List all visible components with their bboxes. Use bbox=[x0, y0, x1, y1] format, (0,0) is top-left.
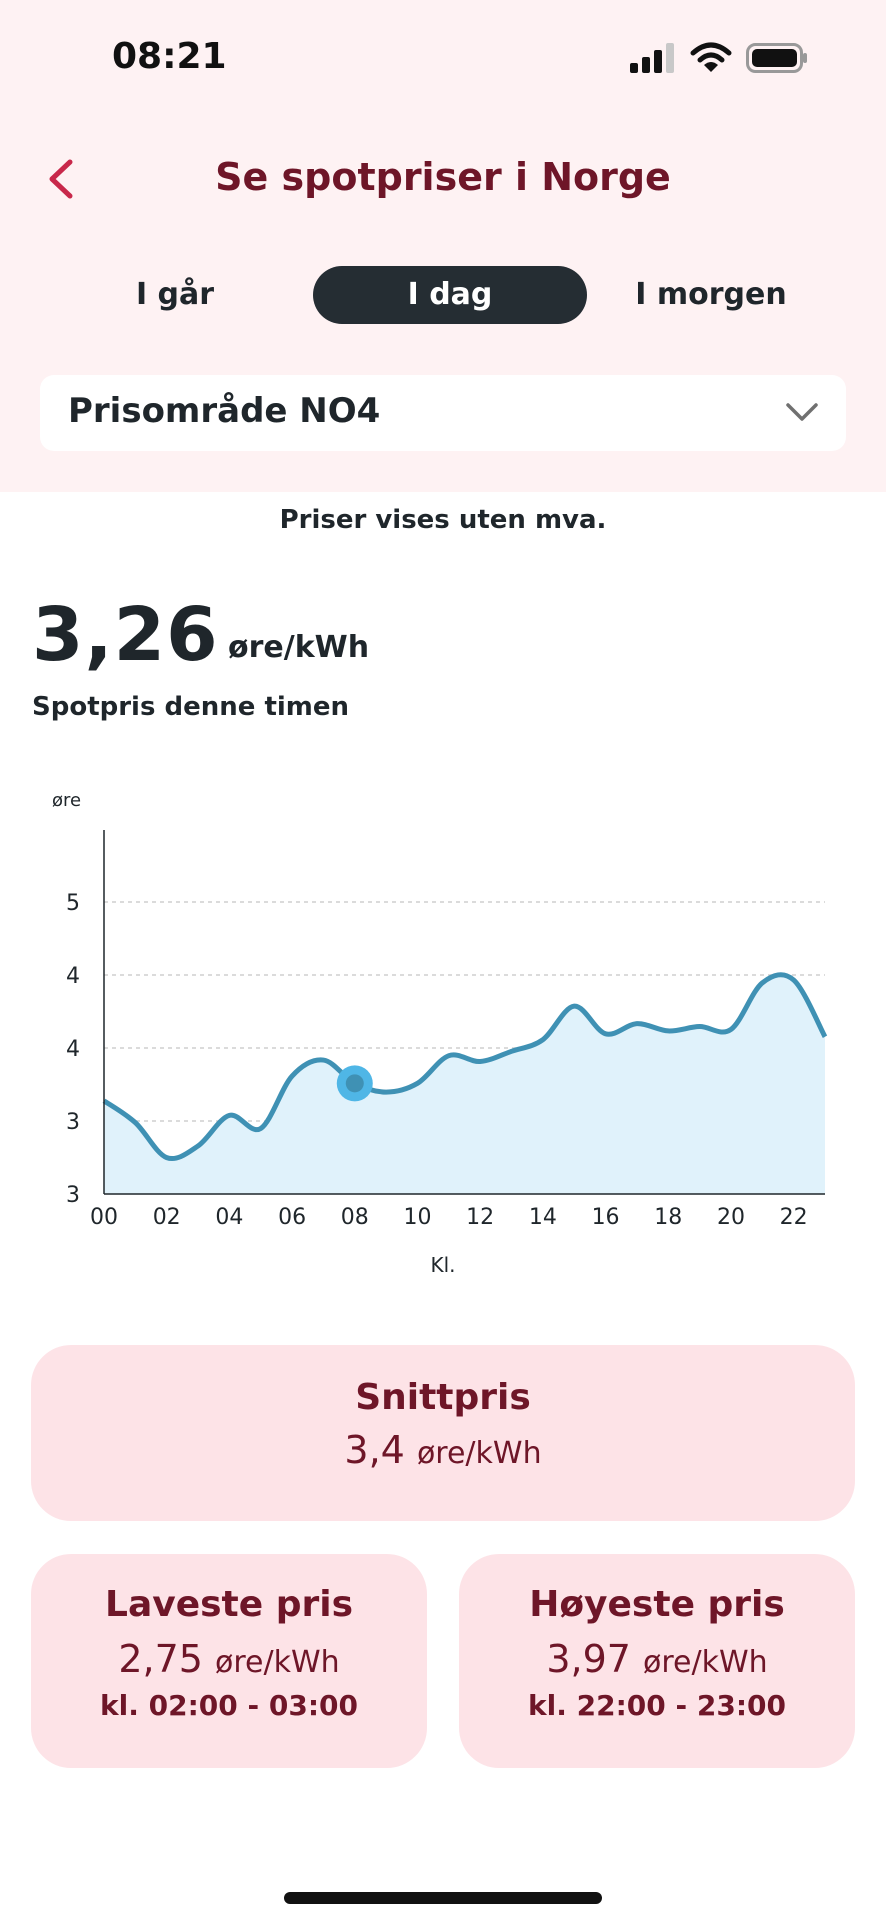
x-tick-label: 08 bbox=[341, 1205, 369, 1230]
lowest-value-row: 2,75 øre/kWh bbox=[31, 1637, 427, 1681]
x-tick-label: 10 bbox=[403, 1205, 431, 1230]
page-title: Se spotpriser i Norge bbox=[215, 155, 671, 199]
x-tick-label: 22 bbox=[780, 1205, 808, 1230]
x-tick-label: 12 bbox=[466, 1205, 494, 1230]
x-tick-label: 04 bbox=[215, 1205, 243, 1230]
highest-unit: øre/kWh bbox=[643, 1645, 768, 1680]
x-tick-label: 06 bbox=[278, 1205, 306, 1230]
lowest-value: 2,75 bbox=[118, 1637, 203, 1681]
lowest-title: Laveste pris bbox=[105, 1584, 353, 1625]
x-axis-label: Kl. bbox=[430, 1253, 455, 1277]
price-area-fill bbox=[104, 974, 825, 1194]
x-tick-label: 14 bbox=[529, 1205, 557, 1230]
highest-value-row: 3,97 øre/kWh bbox=[459, 1637, 855, 1681]
current-hour-marker bbox=[345, 1074, 364, 1093]
average-value-row: 3,4 øre/kWh bbox=[31, 1428, 855, 1472]
average-title: Snittpris bbox=[355, 1377, 531, 1418]
y-tick-label: 4 bbox=[66, 1037, 80, 1062]
vat-note: Priser vises uten mva. bbox=[279, 505, 607, 535]
tab-tomorrow[interactable]: I morgen bbox=[635, 277, 787, 312]
y-tick-label: 5 bbox=[66, 891, 80, 916]
x-tick-label: 20 bbox=[717, 1205, 745, 1230]
x-tick-label: 18 bbox=[654, 1205, 682, 1230]
day-tabs: I går I dag I morgen bbox=[0, 266, 886, 326]
price-area-select[interactable]: Prisområde NO4 bbox=[40, 375, 846, 451]
y-tick-label: 4 bbox=[66, 964, 80, 989]
current-price: 3,26 bbox=[32, 592, 219, 678]
status-icons bbox=[630, 42, 808, 74]
back-chevron-icon[interactable] bbox=[40, 154, 80, 204]
chevron-down-icon bbox=[786, 403, 818, 421]
current-price-caption: Spotpris denne timen bbox=[32, 692, 350, 722]
average-price-card: Snittpris 3,4 øre/kWh bbox=[31, 1345, 855, 1521]
current-price-unit: øre/kWh bbox=[228, 630, 370, 665]
price-area-value: Prisområde NO4 bbox=[68, 391, 381, 431]
y-axis-label: øre bbox=[52, 790, 81, 811]
y-tick-label: 3 bbox=[66, 1183, 80, 1208]
status-time: 08:21 bbox=[112, 36, 227, 77]
home-indicator[interactable] bbox=[284, 1892, 602, 1904]
cellular-signal-icon bbox=[630, 43, 674, 73]
spot-price-chart: øre Kl. 3 3 4 4 5 00 02 04 06 08 10 12 14 16 18 20 22 bbox=[52, 790, 828, 1277]
y-tick-label: 3 bbox=[66, 1110, 80, 1135]
average-value: 3,4 bbox=[344, 1428, 405, 1472]
highest-title: Høyeste pris bbox=[529, 1584, 785, 1625]
lowest-unit: øre/kWh bbox=[215, 1645, 340, 1680]
x-tick-label: 02 bbox=[153, 1205, 181, 1230]
wifi-icon bbox=[690, 42, 732, 72]
highest-value: 3,97 bbox=[546, 1637, 631, 1681]
x-tick-label: 00 bbox=[90, 1205, 118, 1230]
highest-price-card: Høyeste pris 3,97 øre/kWh kl. 22:00 - 23… bbox=[459, 1554, 855, 1768]
average-unit: øre/kWh bbox=[416, 1436, 542, 1471]
highest-time: kl. 22:00 - 23:00 bbox=[528, 1689, 786, 1722]
lowest-time: kl. 02:00 - 03:00 bbox=[100, 1689, 358, 1722]
price-line bbox=[102, 972, 828, 1162]
x-tick-label: 16 bbox=[592, 1205, 620, 1230]
tab-today[interactable]: I dag bbox=[313, 266, 587, 324]
battery-icon bbox=[746, 43, 807, 73]
lowest-price-card: Laveste pris 2,75 øre/kWh kl. 02:00 - 03… bbox=[31, 1554, 427, 1768]
tab-yesterday[interactable]: I går bbox=[135, 277, 215, 312]
